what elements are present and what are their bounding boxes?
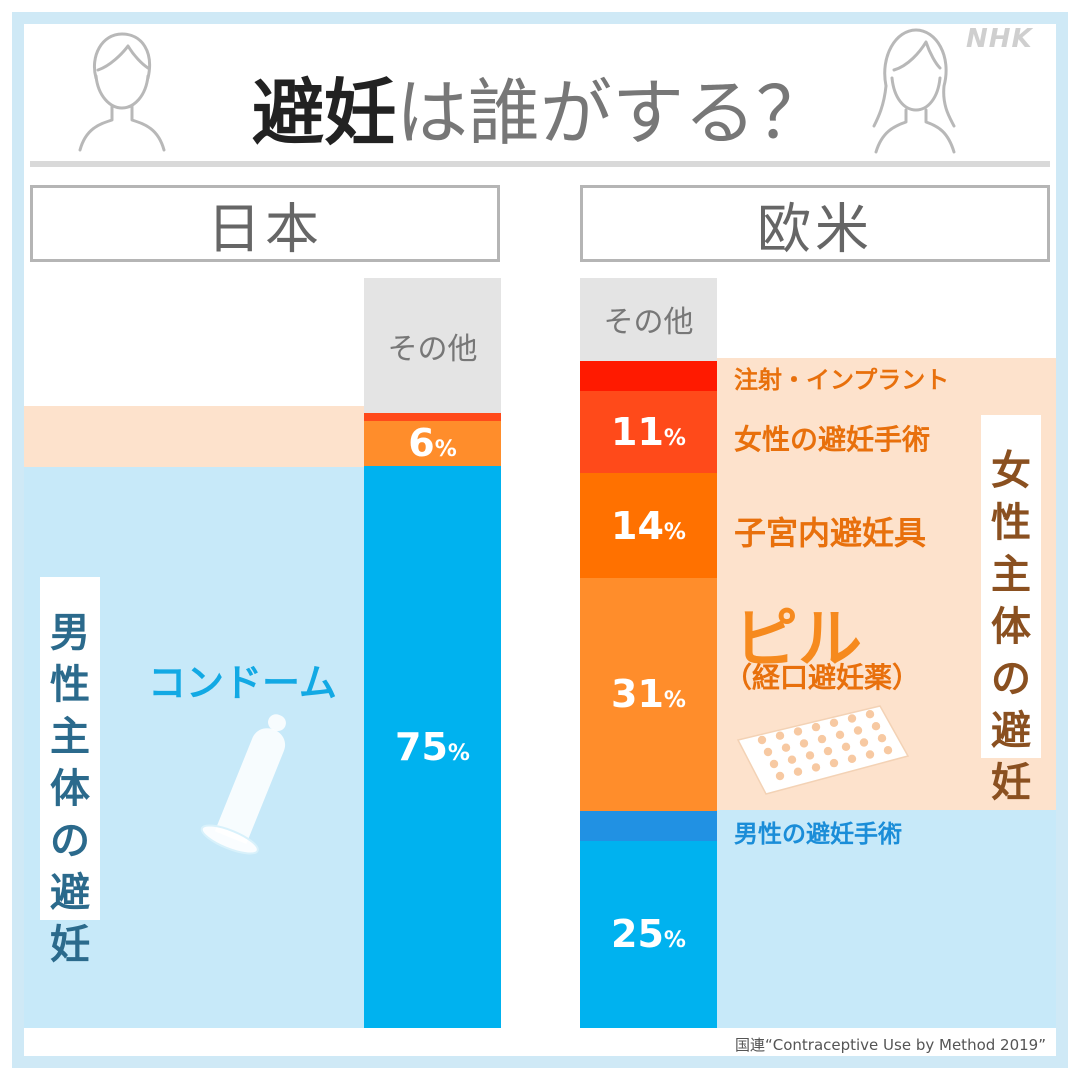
pill-dot (799, 739, 809, 748)
pill-dot (805, 751, 815, 760)
segment-value-label: その他 (603, 305, 694, 341)
pill-dot (817, 734, 827, 744)
segment-value: 6 (408, 421, 435, 465)
japan-female-zone (24, 406, 364, 467)
segment-unit: % (663, 519, 686, 545)
injection-implant-label: 注射・インプラント (734, 366, 950, 394)
segment-unit: % (663, 425, 686, 451)
segment-value: 14 (611, 503, 664, 548)
pill-dot (787, 755, 797, 764)
west-segment-1 (580, 810, 717, 841)
pill-dot (835, 730, 845, 739)
segment-value: 31 (611, 672, 664, 717)
segment-unit: % (447, 740, 470, 766)
japan-side-label: 男性主体の避妊 (40, 577, 100, 968)
pill-dot (775, 771, 785, 781)
segment-value-label: 11% (580, 410, 717, 454)
segment-value-label: 31% (580, 672, 717, 716)
pill-dot (877, 734, 887, 743)
condom-label: コンドーム (148, 661, 337, 705)
west-bar: 25% 31% 14% 11% その他 (580, 278, 717, 1028)
segment-value: 75 (395, 724, 448, 769)
page-title: 避妊は誰がする？ (0, 54, 1080, 159)
segment-unit: % (434, 437, 457, 462)
west-male-zone (716, 810, 1056, 1028)
title-divider (30, 161, 1050, 167)
pill-pack-icon (736, 705, 910, 795)
segment-value-label: 6% (364, 421, 501, 465)
pill-dot (829, 718, 839, 727)
pill-dot (763, 747, 773, 757)
pill-dot (775, 731, 785, 740)
male-sterilization-label: 男性の避妊手術 (734, 820, 902, 848)
japan-segment-0: 75% (364, 465, 501, 1028)
segment-value-label: 14% (580, 504, 717, 548)
pill-dot (757, 735, 767, 745)
pill-dot (769, 759, 779, 769)
segment-unit: % (663, 688, 686, 714)
segment-value-label: 75% (364, 725, 501, 769)
japan-header: 日本 (30, 185, 500, 262)
pill-dot (781, 743, 791, 752)
pill-dot (793, 767, 803, 776)
pill-dot (811, 722, 821, 732)
pill-dot (859, 738, 869, 747)
iud-label: 子宮内避妊具 (734, 514, 927, 552)
west-segment-3: 14% (580, 473, 717, 578)
west-segment-0: 25% (580, 840, 717, 1028)
west-side-label: 女性主体の避妊 (981, 415, 1041, 806)
pill-dot (865, 710, 875, 719)
west-header: 欧米 (580, 185, 1050, 262)
pill-dot (847, 754, 857, 763)
pill-dot (829, 758, 839, 768)
source-note: 国連“Contraceptive Use by Method 2019” (734, 1036, 1046, 1054)
pill-dot (883, 746, 893, 755)
west-segment-2: 31% (580, 578, 717, 811)
nhk-logo: NHK (966, 24, 1033, 54)
west-header-label: 欧米 (757, 197, 873, 260)
pill-label: ピル (734, 603, 862, 677)
title-dark: 避妊 (251, 71, 396, 155)
pill-dot (823, 746, 833, 756)
pill-dot (811, 763, 821, 772)
pill-dot (793, 727, 803, 736)
segment-unit: % (663, 928, 686, 954)
condom-icon (200, 714, 286, 855)
west-segment-5 (580, 360, 717, 391)
japan-header-label: 日本 (207, 197, 323, 260)
west-segment-6: その他 (580, 278, 717, 361)
segment-value-label: 25% (580, 912, 717, 956)
japan-segment-2 (364, 413, 501, 421)
outer-frame (12, 12, 1068, 1068)
west-segment-4: 11% (580, 390, 717, 473)
japan-segment-3: その他 (364, 278, 501, 413)
japan-bar: 75% 6% その他 (364, 278, 501, 1028)
segment-value-label: その他 (387, 331, 478, 367)
japan-segment-1: 6% (364, 420, 501, 466)
segment-value: 25 (611, 912, 664, 957)
title-light: は誰がする？ (396, 71, 829, 155)
pill-dot (841, 742, 851, 751)
woman-icon (872, 28, 956, 154)
pill-sublabel: （経口避妊薬） (724, 661, 921, 694)
pill-dot (847, 714, 857, 723)
segment-value: 11 (611, 409, 664, 454)
pill-dot (853, 726, 863, 735)
pill-dot (865, 750, 875, 759)
man-icon (78, 32, 166, 152)
female-sterilization-label: 女性の避妊手術 (734, 423, 931, 456)
pill-dot (871, 722, 881, 731)
